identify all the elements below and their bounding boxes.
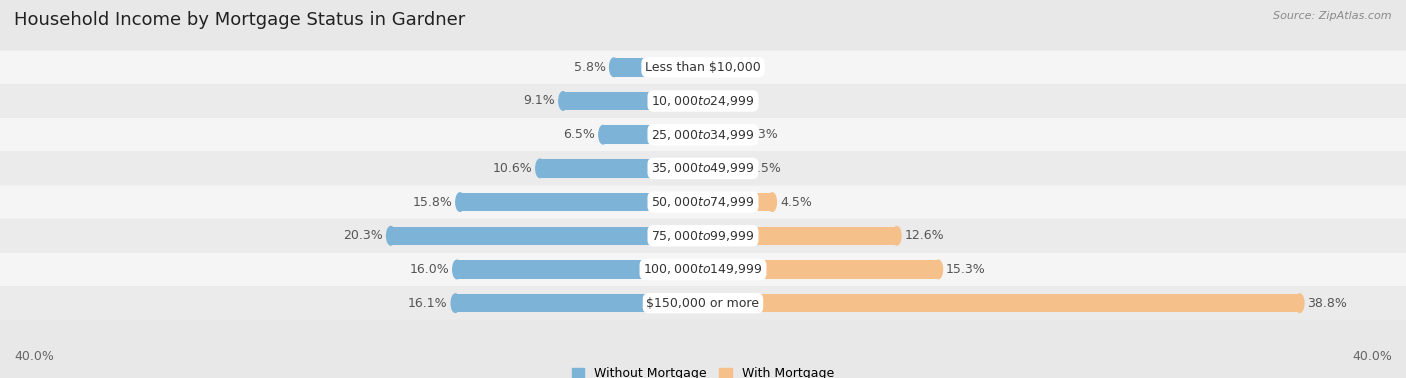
Text: $25,000 to $34,999: $25,000 to $34,999 — [651, 128, 755, 142]
Bar — [540, 159, 703, 178]
Bar — [614, 58, 703, 76]
Text: 10.6%: 10.6% — [492, 162, 533, 175]
Circle shape — [1295, 294, 1303, 313]
Text: Less than $10,000: Less than $10,000 — [645, 61, 761, 74]
Text: $50,000 to $74,999: $50,000 to $74,999 — [651, 195, 755, 209]
Text: 4.5%: 4.5% — [780, 195, 811, 209]
Text: 5.8%: 5.8% — [574, 61, 606, 74]
FancyBboxPatch shape — [0, 118, 1406, 151]
Bar — [603, 125, 703, 144]
Text: 2.5%: 2.5% — [749, 162, 780, 175]
Bar — [703, 294, 1299, 313]
Text: Household Income by Mortgage Status in Gardner: Household Income by Mortgage Status in G… — [14, 11, 465, 29]
Text: 15.8%: 15.8% — [412, 195, 453, 209]
Bar — [703, 226, 897, 245]
Text: 12.6%: 12.6% — [904, 229, 943, 242]
Circle shape — [734, 125, 742, 144]
Circle shape — [768, 193, 776, 211]
Text: $35,000 to $49,999: $35,000 to $49,999 — [651, 161, 755, 175]
Text: 6.5%: 6.5% — [564, 128, 595, 141]
Circle shape — [456, 193, 464, 211]
Text: Source: ZipAtlas.com: Source: ZipAtlas.com — [1274, 11, 1392, 21]
Text: 20.3%: 20.3% — [343, 229, 382, 242]
FancyBboxPatch shape — [0, 84, 1406, 118]
FancyBboxPatch shape — [0, 152, 1406, 185]
Bar — [703, 260, 938, 279]
Circle shape — [558, 92, 567, 110]
Bar — [703, 159, 741, 178]
Text: 15.3%: 15.3% — [946, 263, 986, 276]
Text: 38.8%: 38.8% — [1308, 297, 1347, 310]
Text: 0.17%: 0.17% — [713, 94, 754, 107]
Text: 2.3%: 2.3% — [747, 128, 778, 141]
Circle shape — [934, 260, 942, 279]
Text: $150,000 or more: $150,000 or more — [647, 297, 759, 310]
Text: 9.1%: 9.1% — [523, 94, 555, 107]
Bar — [391, 226, 703, 245]
Circle shape — [453, 260, 461, 279]
Circle shape — [893, 226, 901, 245]
Bar — [703, 193, 772, 211]
FancyBboxPatch shape — [0, 219, 1406, 253]
Text: $100,000 to $149,999: $100,000 to $149,999 — [644, 262, 762, 276]
Bar — [703, 125, 738, 144]
FancyBboxPatch shape — [0, 51, 1406, 84]
FancyBboxPatch shape — [0, 185, 1406, 219]
Circle shape — [599, 125, 607, 144]
Bar — [703, 92, 706, 110]
Circle shape — [702, 92, 710, 110]
Circle shape — [451, 294, 460, 313]
Circle shape — [737, 159, 745, 178]
Bar — [562, 92, 703, 110]
Bar — [457, 260, 703, 279]
FancyBboxPatch shape — [0, 287, 1406, 320]
Text: 40.0%: 40.0% — [1353, 350, 1392, 363]
Text: $75,000 to $99,999: $75,000 to $99,999 — [651, 229, 755, 243]
Text: 0.0%: 0.0% — [710, 61, 742, 74]
Circle shape — [536, 159, 544, 178]
FancyBboxPatch shape — [0, 253, 1406, 286]
Circle shape — [610, 58, 619, 76]
Legend: Without Mortgage, With Mortgage: Without Mortgage, With Mortgage — [572, 367, 834, 378]
Text: 16.0%: 16.0% — [409, 263, 450, 276]
Text: 16.1%: 16.1% — [408, 297, 447, 310]
Bar — [456, 294, 703, 313]
Text: $10,000 to $24,999: $10,000 to $24,999 — [651, 94, 755, 108]
Bar — [460, 193, 703, 211]
Circle shape — [387, 226, 395, 245]
Text: 40.0%: 40.0% — [14, 350, 53, 363]
